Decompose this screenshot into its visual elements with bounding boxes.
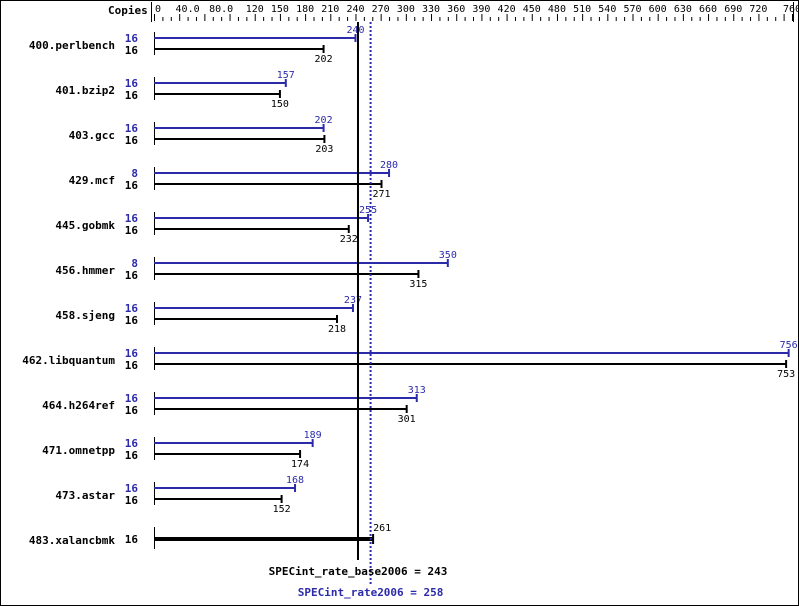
tick-label: 0 <box>155 4 161 15</box>
base-copies: 16 <box>125 359 139 372</box>
tick-label: 40.0 <box>176 4 200 15</box>
base-copies: 16 <box>125 494 139 507</box>
benchmark-name: 483.xalancbmk <box>29 534 115 547</box>
peak-copies: 16 <box>125 437 139 450</box>
base-copies: 16 <box>125 224 139 237</box>
tick-label: 150 <box>271 4 289 15</box>
peak-copies: 16 <box>125 347 139 360</box>
benchmark-name: 464.h264ref <box>42 399 115 412</box>
peak-copies: 16 <box>125 302 139 315</box>
base-copies: 16 <box>125 44 139 57</box>
benchmark-name: 458.sjeng <box>55 309 115 322</box>
peak-value: 168 <box>286 475 304 486</box>
tick-label: 330 <box>422 4 440 15</box>
tick-label: 660 <box>699 4 717 15</box>
peak-value: 189 <box>304 430 322 441</box>
base-copies: 16 <box>125 404 139 417</box>
base-value: 315 <box>409 279 427 290</box>
tick-label: 180 <box>296 4 314 15</box>
tick-label: 630 <box>674 4 692 15</box>
tick-label: 420 <box>498 4 516 15</box>
base-value: 150 <box>271 99 289 110</box>
base-value: 271 <box>372 189 390 200</box>
benchmark-name: 445.gobmk <box>55 219 115 232</box>
tick-label: 720 <box>749 4 767 15</box>
base-metric-label: SPECint_rate_base2006 = 243 <box>269 565 448 578</box>
tick-label: 760 <box>783 4 799 15</box>
benchmark-name: 401.bzip2 <box>55 84 115 97</box>
tick-label: 360 <box>447 4 465 15</box>
peak-copies: 8 <box>131 257 138 270</box>
peak-value: 280 <box>380 160 398 171</box>
base-copies: 16 <box>125 314 139 327</box>
base-copies: 16 <box>125 134 139 147</box>
benchmark-name: 456.hmmer <box>55 264 115 277</box>
tick-label: 390 <box>472 4 490 15</box>
peak-value: 240 <box>346 25 364 36</box>
base-value: 301 <box>398 414 416 425</box>
peak-value: 350 <box>439 250 457 261</box>
base-copies: 16 <box>125 269 139 282</box>
base-copies: 16 <box>125 533 139 546</box>
axis-label: Copies <box>108 4 148 17</box>
base-value: 261 <box>373 523 391 534</box>
base-value: 203 <box>315 144 333 155</box>
bar-base <box>154 537 374 541</box>
tick-label: 300 <box>397 4 415 15</box>
tick-label: 240 <box>346 4 364 15</box>
peak-copies: 16 <box>125 77 139 90</box>
benchmark-name: 471.omnetpp <box>42 444 115 457</box>
tick-label: 540 <box>598 4 616 15</box>
base-value: 218 <box>328 324 346 335</box>
benchmark-name: 400.perlbench <box>29 39 115 52</box>
tick-label: 690 <box>724 4 742 15</box>
peak-copies: 16 <box>125 122 139 135</box>
benchmark-name: 473.astar <box>55 489 115 502</box>
peak-copies: 16 <box>125 482 139 495</box>
peak-value: 255 <box>359 205 377 216</box>
peak-value: 313 <box>408 385 426 396</box>
peak-copies: 16 <box>125 32 139 45</box>
peak-value: 202 <box>315 115 333 126</box>
tick-label: 480 <box>548 4 566 15</box>
benchmark-name: 462.libquantum <box>22 354 115 367</box>
peak-copies: 16 <box>125 212 139 225</box>
peak-value: 157 <box>277 70 295 81</box>
tick-label: 510 <box>573 4 591 15</box>
base-copies: 16 <box>125 89 139 102</box>
peak-metric-label: SPECint_rate2006 = 258 <box>298 586 444 599</box>
tick-label: 210 <box>321 4 339 15</box>
peak-value: 237 <box>344 295 362 306</box>
base-value: 232 <box>340 234 358 245</box>
tick-label: 80.0 <box>209 4 233 15</box>
base-value: 174 <box>291 459 309 470</box>
base-value: 753 <box>777 369 795 380</box>
benchmark-name: 429.mcf <box>69 174 115 187</box>
tick-label: 450 <box>523 4 541 15</box>
peak-value: 756 <box>780 340 798 351</box>
base-copies: 16 <box>125 179 139 192</box>
peak-copies: 8 <box>131 167 138 180</box>
base-value: 152 <box>273 504 291 515</box>
base-copies: 16 <box>125 449 139 462</box>
base-value: 202 <box>315 54 333 65</box>
tick-label: 600 <box>649 4 667 15</box>
benchmark-name: 403.gcc <box>69 129 115 142</box>
tick-label: 120 <box>246 4 264 15</box>
tick-label: 570 <box>623 4 641 15</box>
peak-copies: 16 <box>125 392 139 405</box>
tick-label: 270 <box>372 4 390 15</box>
